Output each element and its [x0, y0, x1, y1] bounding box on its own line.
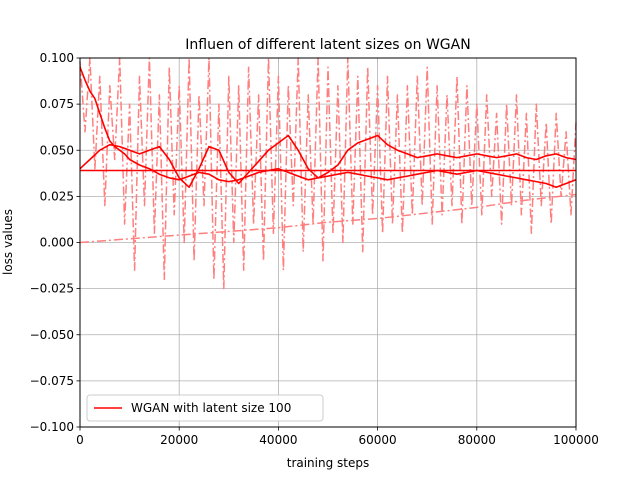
y-tick-label: 0.075	[40, 97, 74, 111]
series-line-4	[79, 57, 577, 290]
y-tick-label: 0.000	[40, 236, 74, 250]
x-axis-label: training steps	[287, 456, 370, 470]
y-tick-label: −0.075	[30, 374, 74, 388]
x-tick-label: 60000	[359, 433, 397, 447]
series-layer	[79, 57, 577, 290]
legend-box	[86, 394, 324, 422]
y-tick-label: −0.050	[30, 328, 74, 342]
x-tick-label: 80000	[458, 433, 496, 447]
y-tick-label: 0.050	[40, 143, 74, 157]
y-tick-label: −0.100	[30, 420, 74, 434]
y-tick-label: −0.025	[30, 282, 74, 296]
x-tick-label: 20000	[160, 433, 198, 447]
x-tick-label: 100000	[553, 433, 599, 447]
legend: WGAN with latent size 100	[86, 394, 324, 422]
series-line-0	[79, 66, 577, 188]
x-tick-label: 40000	[259, 433, 297, 447]
chart-title: Influen of different latent sizes on WGA…	[185, 37, 470, 53]
y-axis-label: loss values	[1, 209, 15, 275]
series-line-3	[79, 193, 577, 244]
tick-layer: 0 20000 40000 60000 80000 100000 −0.100 −0.075 −…	[30, 51, 599, 447]
y-tick-label: 0.100	[40, 51, 74, 65]
series-line-1	[79, 134, 577, 188]
x-tick-label: 0	[76, 433, 84, 447]
legend-entry-label: WGAN with latent size 100	[131, 401, 291, 415]
y-tick-label: 0.025	[40, 189, 74, 203]
